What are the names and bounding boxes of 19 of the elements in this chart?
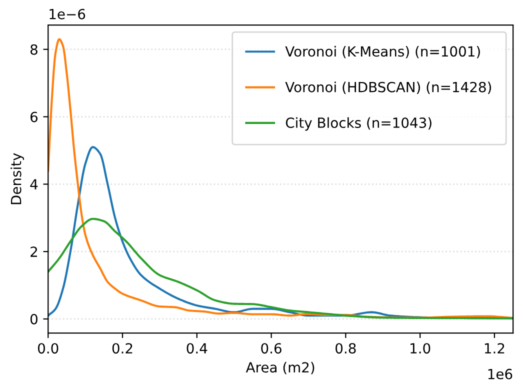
legend-label: Voronoi (HDBSCAN) (n=1428) bbox=[285, 82, 492, 94]
x-axis-title: Area (m2) bbox=[246, 362, 314, 374]
x-tick-label: 0.4 bbox=[186, 343, 208, 354]
y-tick-label: 6 bbox=[30, 112, 38, 122]
x-tick-label: 0.2 bbox=[112, 343, 132, 354]
legend-label: City Blocks (n=1043) bbox=[286, 117, 432, 131]
x-tick-label: 1.0 bbox=[410, 343, 430, 354]
x-tick-label: 1.2 bbox=[484, 343, 504, 354]
legend-label: Voronoi (K-Means) (n=1001) bbox=[285, 46, 480, 58]
y-axis-title: Density bbox=[10, 153, 24, 204]
text: 1e6 bbox=[488, 368, 512, 380]
text: 1e−6 bbox=[50, 8, 86, 20]
y-tick-label: 8 bbox=[30, 44, 38, 55]
y-tick-label: 2 bbox=[30, 246, 38, 257]
x-tick-label: 0.6 bbox=[261, 343, 282, 354]
y-tick-label: 4 bbox=[30, 179, 38, 190]
y-tick-label: 0 bbox=[30, 314, 38, 324]
x-tick-label: 0.8 bbox=[336, 343, 356, 354]
x-tick-label: 0.0 bbox=[38, 343, 58, 354]
